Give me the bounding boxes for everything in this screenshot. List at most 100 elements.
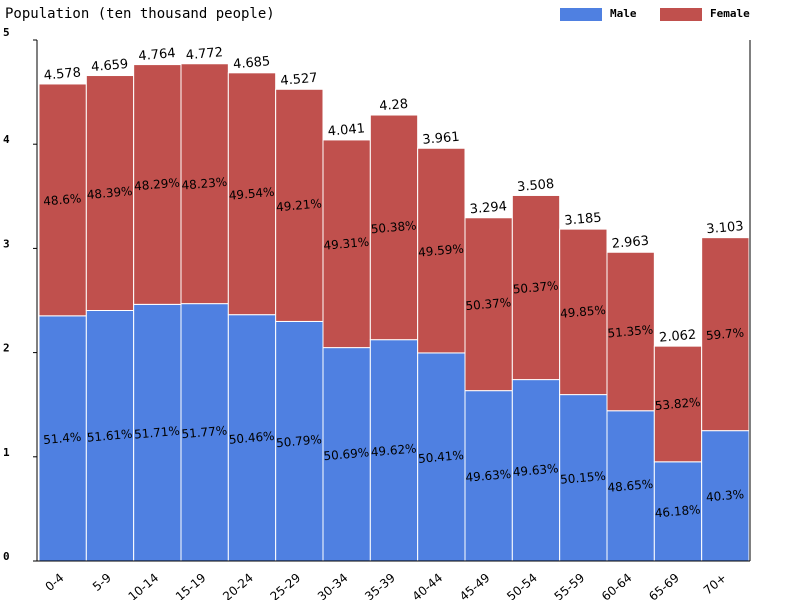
total-label: 3.185 [564,211,602,229]
x-tick-label: 40-44 [410,571,446,600]
total-label: 2.062 [659,328,697,346]
y-tick-label: 0 [3,550,10,563]
x-tick-label: 30-34 [315,571,351,600]
x-tick-label: 70+ [701,571,729,598]
x-tick-label: 10-14 [126,571,162,600]
bar-female-70+ [701,237,750,432]
x-tick-label: 60-64 [599,571,635,600]
total-label: 4.578 [43,65,81,83]
y-ticks: 0 1 2 3 4 5 [3,26,37,563]
bar-female-5-9 [85,75,135,312]
bar-male-50-54 [511,379,561,562]
male-percent-label: 50.15% [560,469,607,487]
y-tick-label: 4 [3,133,10,146]
legend: Male Female [560,7,750,21]
x-tick-label: 15-19 [173,571,209,600]
female-percent-label: 48.23% [181,175,228,193]
male-percent-label: 46.18% [654,502,701,520]
total-label: 4.28 [379,97,409,114]
x-tick-label: 5-9 [90,571,114,594]
legend-label-female: Female [710,7,750,20]
bar-male-45-49 [464,390,513,562]
male-percent-label: 50.46% [228,429,275,447]
legend-swatch-female [660,8,702,21]
male-percent-label: 49.63% [465,467,512,485]
total-label: 2.963 [611,234,649,252]
female-percent-label: 48.6% [43,191,82,208]
legend-swatch-male [560,8,602,21]
x-tick-label: 35-39 [362,571,398,600]
female-percent-label: 49.54% [228,185,275,203]
male-percent-label: 51.71% [134,424,181,442]
total-label: 4.764 [138,46,176,64]
female-percent-label: 49.31% [323,235,370,253]
bar-female-35-39 [369,114,419,341]
bar-female-60-64 [606,251,655,412]
data-labels: 4.578 48.6% 51.4% 4.659 48.39% 51.61% 4.764 48.… [43,45,745,520]
male-percent-label: 50.79% [276,432,323,450]
total-label: 4.041 [327,121,365,139]
bar-female-65-69 [653,345,703,463]
male-percent-label: 49.62% [370,441,417,459]
female-percent-label: 50.37% [512,279,559,297]
male-percent-label: 49.63% [512,461,559,479]
total-label: 3.508 [517,177,555,195]
bar-female-25-29 [275,88,324,322]
male-percent-label: 50.69% [323,445,370,463]
x-tick-label: 45-49 [457,571,493,600]
bar-male-65-69 [653,461,703,562]
chart-title: Population (ten thousand people) [5,6,275,22]
male-percent-label: 48.65% [607,477,654,495]
bar-male-10-14 [133,303,182,562]
female-percent-label: 49.21% [276,196,323,214]
female-percent-label: 51.35% [607,323,654,341]
y-tick-label: 2 [3,342,10,355]
bar-female-50-54 [511,194,561,381]
y-tick-label: 1 [3,446,10,459]
bar-male-40-44 [417,352,466,562]
female-percent-label: 48.29% [134,176,181,194]
female-percent-label: 49.85% [560,303,607,321]
x-tick-label: 0-4 [43,571,67,594]
bar-female-45-49 [464,217,513,392]
bar-female-30-34 [322,139,371,349]
bar-male-60-64 [606,410,655,562]
bar-female-10-14 [133,64,182,305]
male-percent-label: 51.4% [43,430,82,447]
bar-female-40-44 [417,147,466,354]
bar-female-0-4 [38,83,87,317]
bar-male-55-59 [559,394,608,562]
x-tick-label: 20-24 [220,571,256,600]
male-percent-label: 40.3% [705,487,744,504]
total-label: 4.685 [233,54,271,72]
total-label: 3.961 [422,130,460,148]
female-percent-label: 50.38% [370,218,417,236]
y-tick-label: 3 [3,237,10,250]
female-percent-label: 48.39% [86,184,133,202]
male-percent-label: 51.77% [181,423,228,441]
bar-female-15-19 [180,63,229,305]
total-label: 4.772 [185,45,223,63]
total-label: 3.294 [469,199,507,217]
total-label: 4.659 [91,57,129,75]
x-tick-label: 25-29 [268,571,304,600]
x-tick-label: 65-69 [646,571,682,600]
male-percent-label: 51.61% [86,427,133,445]
female-percent-label: 53.82% [654,395,701,413]
bar-male-30-34 [322,347,371,562]
female-percent-label: 49.59% [418,242,465,260]
x-tick-label: 55-59 [552,571,588,600]
bars [38,63,750,562]
x-ticks: 0-4 5-9 10-14 15-19 20-24 25-29 30-34 35-39 40-4… [43,571,730,600]
total-label: 3.103 [706,219,744,237]
female-percent-label: 50.37% [465,295,512,313]
total-label: 4.527 [280,71,318,89]
bar-male-0-4 [38,315,87,562]
x-tick-label: 50-54 [504,571,540,600]
bar-female-20-24 [227,72,277,316]
y-tick-label: 5 [3,26,10,39]
legend-label-male: Male [610,7,637,20]
male-percent-label: 50.41% [418,448,465,466]
female-percent-label: 59.7% [705,326,744,343]
